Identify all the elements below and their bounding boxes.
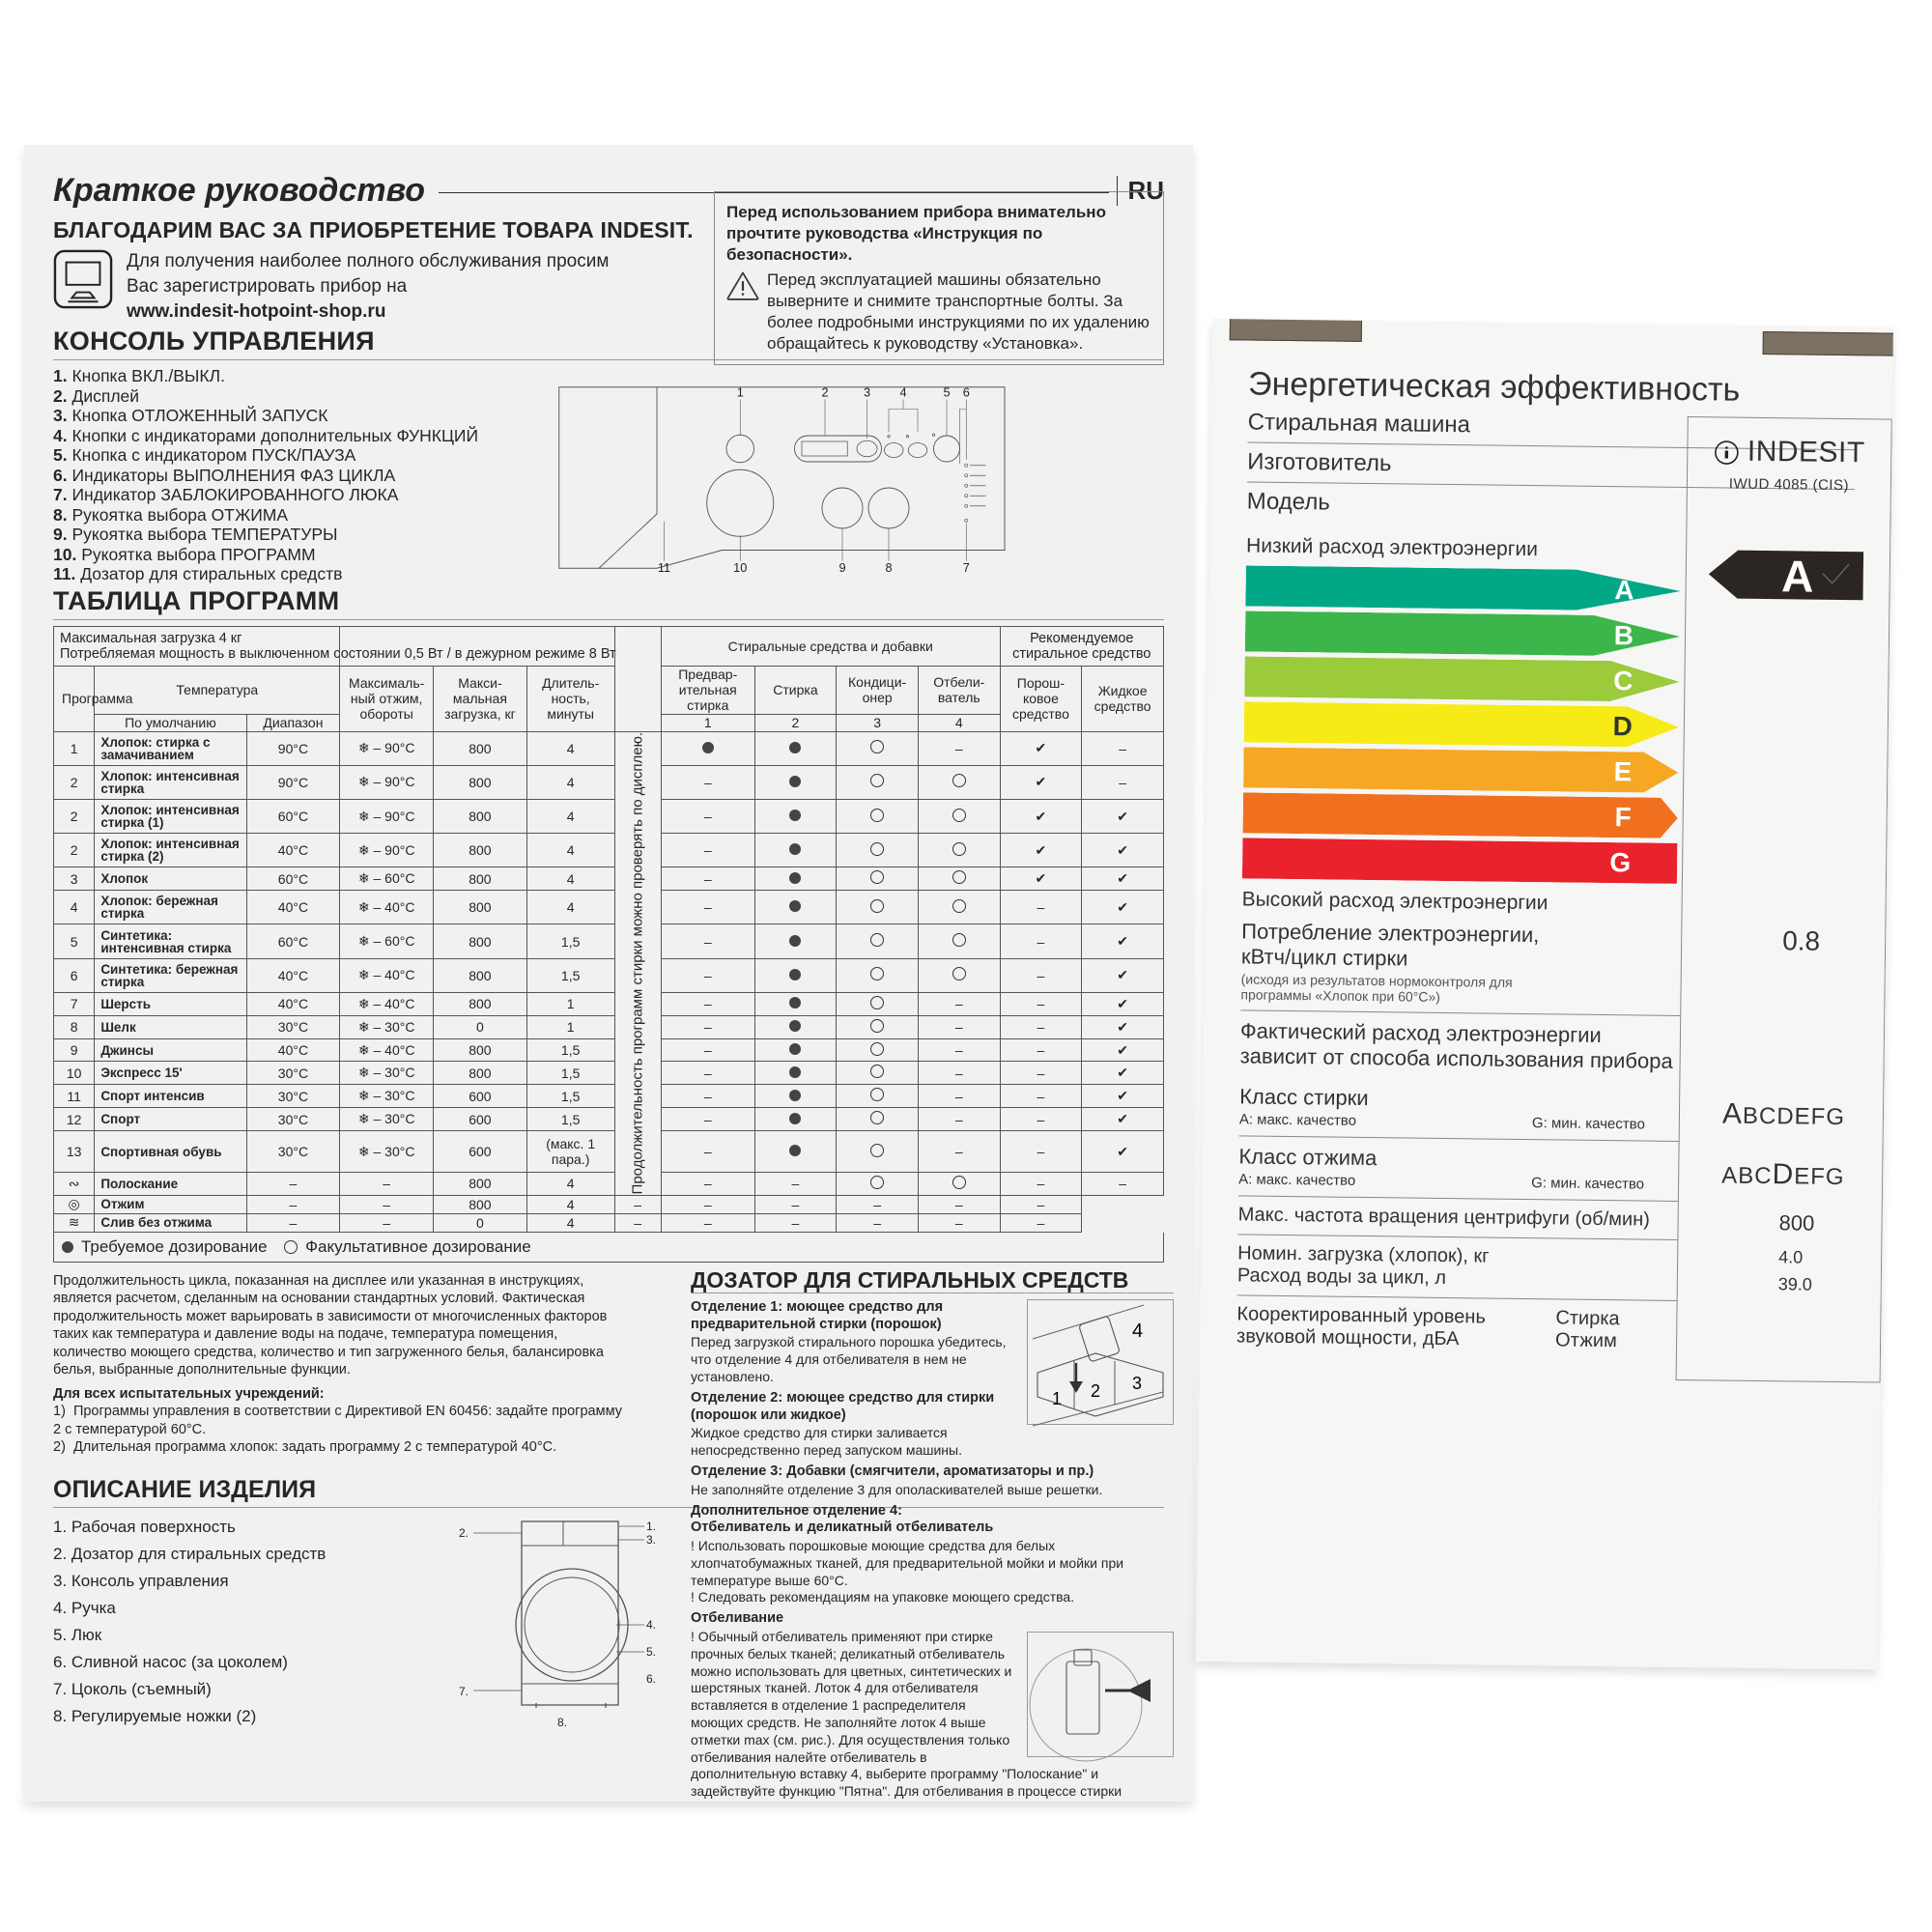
svg-text:6: 6 (963, 385, 970, 400)
svg-text:7.: 7. (459, 1685, 469, 1698)
svg-text:5.: 5. (646, 1645, 656, 1659)
svg-text:A: A (1780, 551, 1813, 601)
svg-text:6.: 6. (646, 1672, 656, 1686)
svg-text:11: 11 (658, 560, 670, 572)
svg-text:4: 4 (1132, 1321, 1143, 1342)
svg-text:1: 1 (737, 385, 744, 400)
svg-text:4: 4 (899, 385, 906, 400)
svg-text:3: 3 (864, 385, 870, 400)
svg-text:3: 3 (1132, 1374, 1142, 1393)
svg-text:9: 9 (838, 560, 845, 572)
svg-text:7: 7 (963, 560, 970, 572)
svg-text:3.: 3. (646, 1533, 656, 1547)
svg-text:10: 10 (733, 560, 747, 572)
svg-text:8: 8 (885, 560, 892, 572)
svg-text:1.: 1. (646, 1520, 656, 1533)
svg-text:8.: 8. (557, 1716, 567, 1729)
svg-text:1: 1 (1052, 1389, 1062, 1408)
svg-text:5: 5 (943, 385, 950, 400)
svg-text:4.: 4. (646, 1618, 656, 1632)
svg-text:2.: 2. (459, 1526, 469, 1540)
svg-text:2: 2 (821, 385, 828, 400)
svg-text:2: 2 (1091, 1381, 1100, 1401)
